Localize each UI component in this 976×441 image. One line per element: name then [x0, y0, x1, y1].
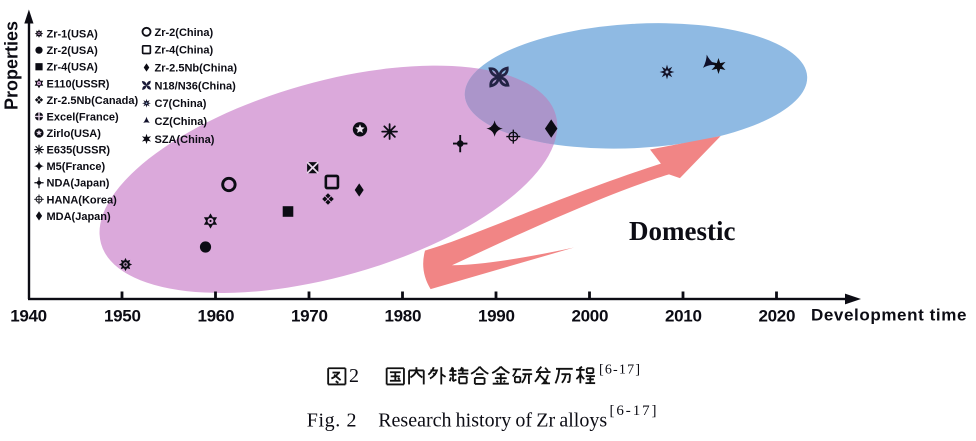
svg-text:[6-17]: [6-17]	[610, 403, 659, 419]
svg-text:1960: 1960	[197, 307, 234, 326]
svg-text:MDA(Japan): MDA(Japan)	[47, 211, 112, 223]
svg-text:SZA(China): SZA(China)	[155, 134, 215, 146]
svg-text:2020: 2020	[758, 307, 795, 326]
svg-text:Zirlo(USA): Zirlo(USA)	[47, 128, 102, 140]
svg-text:M5(France): M5(France)	[47, 161, 106, 173]
svg-text:[6-17]: [6-17]	[599, 363, 641, 378]
svg-text:CZ(China): CZ(China)	[155, 116, 208, 128]
svg-text:1940: 1940	[10, 307, 47, 326]
svg-text:Properties: Properties	[2, 21, 22, 110]
svg-text:2000: 2000	[571, 307, 608, 326]
svg-text:Zr-2.5Nb(Canada): Zr-2.5Nb(Canada)	[47, 95, 139, 107]
svg-text:Excel(France): Excel(France)	[47, 111, 119, 123]
svg-text:E635(USSR): E635(USSR)	[47, 145, 111, 157]
svg-text:Research history of Zr alloys: Research history of Zr alloys	[378, 409, 607, 431]
svg-text:Zr-2(USA): Zr-2(USA)	[47, 45, 99, 57]
svg-text:C7(China): C7(China)	[155, 98, 207, 110]
svg-text:1980: 1980	[384, 307, 421, 326]
svg-text:1990: 1990	[478, 307, 515, 326]
svg-text:Domestic: Domestic	[629, 216, 735, 246]
svg-text:Development time: Development time	[811, 306, 967, 325]
svg-text:1950: 1950	[104, 307, 141, 326]
svg-text:Zr-1(USA): Zr-1(USA)	[47, 29, 99, 41]
svg-text:Zr-2(China): Zr-2(China)	[155, 27, 214, 39]
svg-text:N18/N36(China): N18/N36(China)	[155, 80, 237, 92]
svg-text:HANA(Korea): HANA(Korea)	[47, 194, 118, 206]
svg-text:2010: 2010	[665, 307, 702, 326]
svg-text:Fig. 2: Fig. 2	[307, 409, 357, 431]
svg-text:NDA(Japan): NDA(Japan)	[47, 178, 110, 190]
svg-text:Zr-4(China): Zr-4(China)	[155, 45, 214, 57]
svg-text:Zr-4(USA): Zr-4(USA)	[47, 62, 99, 74]
svg-text:Zr-2.5Nb(China): Zr-2.5Nb(China)	[155, 63, 238, 75]
svg-text:E110(USSR): E110(USSR)	[47, 78, 110, 90]
svg-text:1970: 1970	[291, 307, 328, 326]
svg-text:2: 2	[349, 365, 359, 387]
